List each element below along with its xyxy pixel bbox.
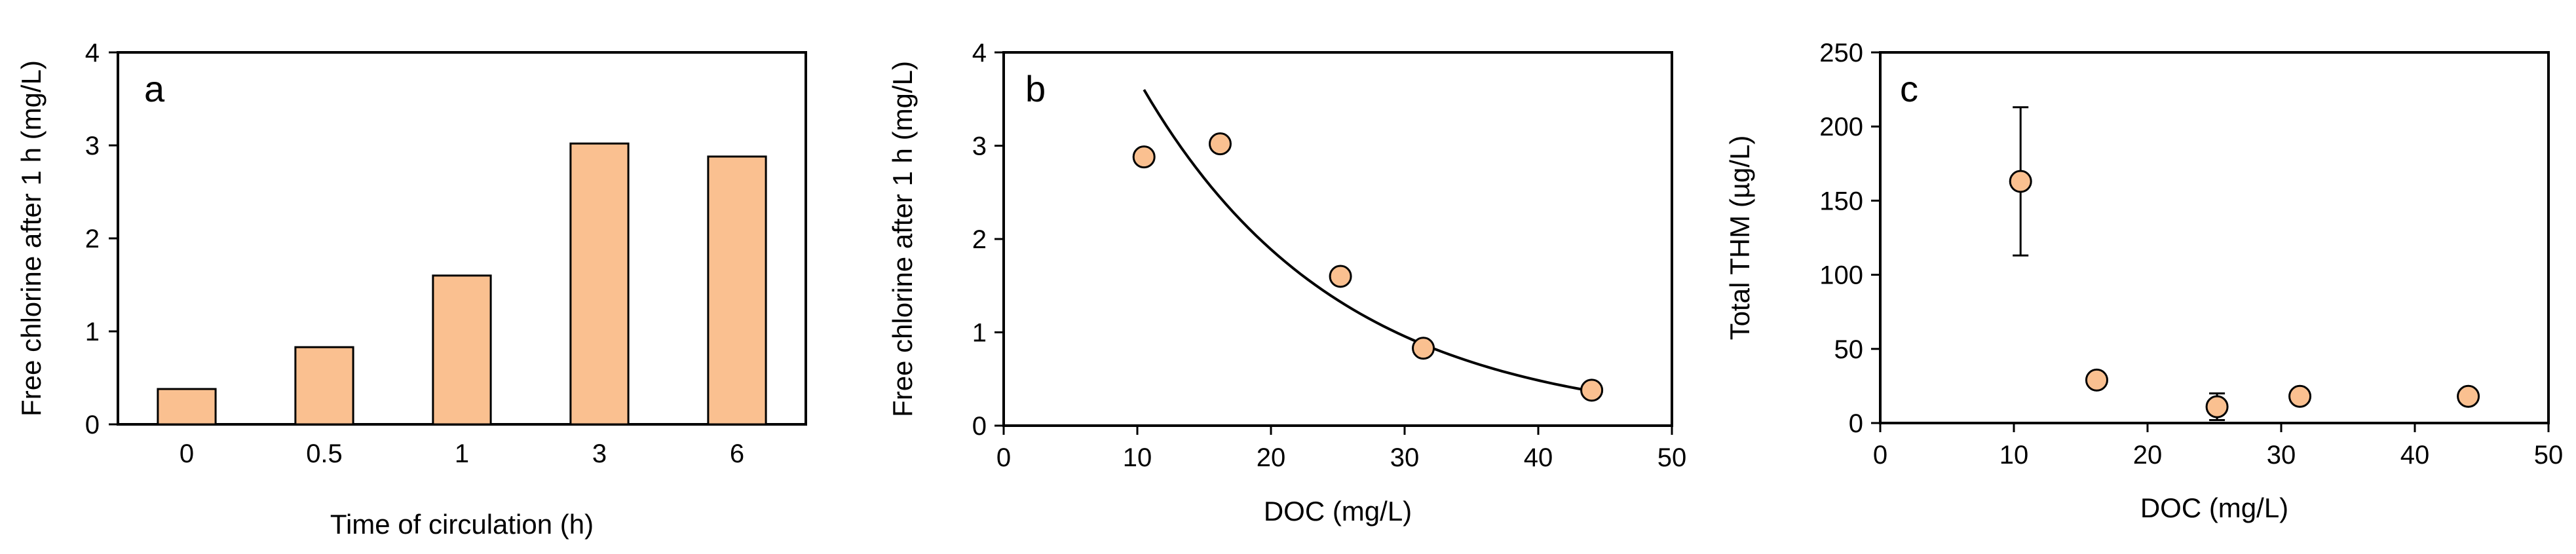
panel-a-x-tick-label: 0 (180, 439, 194, 468)
panel-a-y-tick-label: 3 (85, 132, 100, 160)
panel-c-y-tick-label: 50 (1834, 335, 1864, 364)
panel-c-data-point (2009, 170, 2032, 193)
panel-c-data-point (2205, 395, 2229, 418)
panel-a-x-tick-label: 0.5 (306, 439, 343, 468)
panel-b-x-tick-label: 0 (996, 443, 1011, 472)
panel-b-y-tick-label: 3 (972, 132, 987, 161)
panel-a-bar (432, 274, 492, 426)
panel-a-y-tick-label: 4 (85, 39, 100, 67)
panel-c-y-tick-label: 200 (1819, 113, 1863, 141)
panel-a-y-tick-label: 1 (85, 318, 100, 346)
panel-c-x-tick-label: 50 (2534, 441, 2564, 470)
panel-b-y-tick-label: 0 (972, 412, 987, 441)
panel-c-y-tick-label: 250 (1819, 39, 1863, 67)
panel-a-y-tick-label: 2 (85, 225, 100, 253)
panel-a-x-tick-label: 3 (592, 439, 607, 468)
panel-a-bar-chart: 0 1 2 3 4 0 0.5 1 3 6 a Time of circulation (h) F… (16, 39, 807, 540)
panel-c-y-tick-label: 150 (1819, 187, 1863, 215)
panel-b-data-point (1580, 379, 1604, 402)
panel-a-y-tick-label: 0 (85, 411, 100, 439)
panel-a-x-axis-label: Time of circulation (h) (330, 509, 594, 540)
panel-b-x-tick-label: 40 (1524, 443, 1553, 472)
panel-b-x-tick-label: 30 (1390, 443, 1420, 472)
panel-c-y-tick-label: 0 (1849, 409, 1863, 438)
panel-b-x-tick-label: 50 (1657, 443, 1687, 472)
panel-a-letter: a (144, 68, 165, 109)
panel-b-x-tick-label: 10 (1123, 443, 1152, 472)
panel-c-letter: c (1900, 68, 1918, 109)
panel-b-data-point (1329, 265, 1352, 288)
panel-c-x-tick-label: 30 (2267, 441, 2296, 470)
panel-b-x-axis-label: DOC (mg/L) (1264, 496, 1412, 526)
panel-c-x-tick-label: 0 (1873, 441, 1887, 470)
panel-c-plot-frame (1879, 51, 2550, 424)
panel-c-data-point (2085, 368, 2108, 392)
panel-b-x-tick-label: 20 (1257, 443, 1286, 472)
panel-c-data-point (2288, 384, 2312, 408)
panel-c-x-axis-label: DOC (mg/L) (2140, 492, 2288, 523)
panel-b-y-tick-label: 4 (972, 39, 987, 67)
panel-a-bar (294, 346, 354, 426)
panel-b-y-tick-label: 2 (972, 225, 987, 254)
panel-b-fit-curve (1143, 88, 1592, 393)
panel-c-x-tick-label: 20 (2133, 441, 2163, 470)
panel-c-y-tick-label: 100 (1819, 261, 1863, 290)
panel-a-bar (569, 142, 630, 426)
panel-c-y-axis-label: Total THM (µg/L) (1724, 136, 1755, 341)
panel-c-data-point (2457, 384, 2480, 408)
panel-a-bar (157, 388, 217, 426)
panel-b-y-axis-label: Free chlorine after 1 h (mg/L) (887, 61, 918, 417)
panel-b-letter: b (1025, 68, 1046, 109)
panel-a-bar (707, 155, 767, 426)
panel-a-x-tick-label: 1 (455, 439, 469, 468)
panel-a-y-axis-label: Free chlorine after 1 h (mg/L) (16, 60, 47, 416)
panel-a-x-tick-label: 6 (730, 439, 744, 468)
panel-c-x-tick-label: 40 (2400, 441, 2430, 470)
panel-c-x-tick-label: 10 (1999, 441, 2029, 470)
panel-b-y-tick-label: 1 (972, 319, 987, 348)
panel-b-data-point (1412, 337, 1435, 360)
panel-b-data-point (1132, 145, 1156, 169)
panel-b-data-point (1208, 132, 1232, 156)
